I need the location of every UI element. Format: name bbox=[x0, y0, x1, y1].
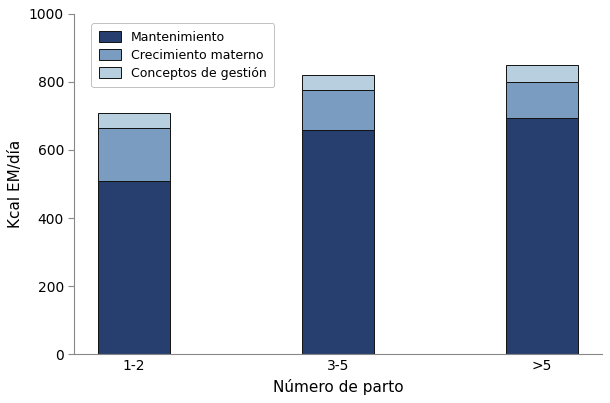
X-axis label: Número de parto: Número de parto bbox=[273, 379, 403, 395]
Legend: Mantenimiento, Crecimiento materno, Conceptos de gestión: Mantenimiento, Crecimiento materno, Conc… bbox=[92, 23, 274, 87]
Bar bbox=[303, 75, 374, 90]
Bar bbox=[98, 128, 170, 181]
Bar bbox=[506, 65, 578, 82]
Bar bbox=[303, 130, 374, 354]
Bar bbox=[506, 118, 578, 354]
Bar bbox=[98, 112, 170, 128]
Y-axis label: Kcal EM/día: Kcal EM/día bbox=[9, 140, 23, 228]
Bar bbox=[98, 181, 170, 354]
Bar bbox=[506, 82, 578, 118]
Bar bbox=[303, 90, 374, 130]
